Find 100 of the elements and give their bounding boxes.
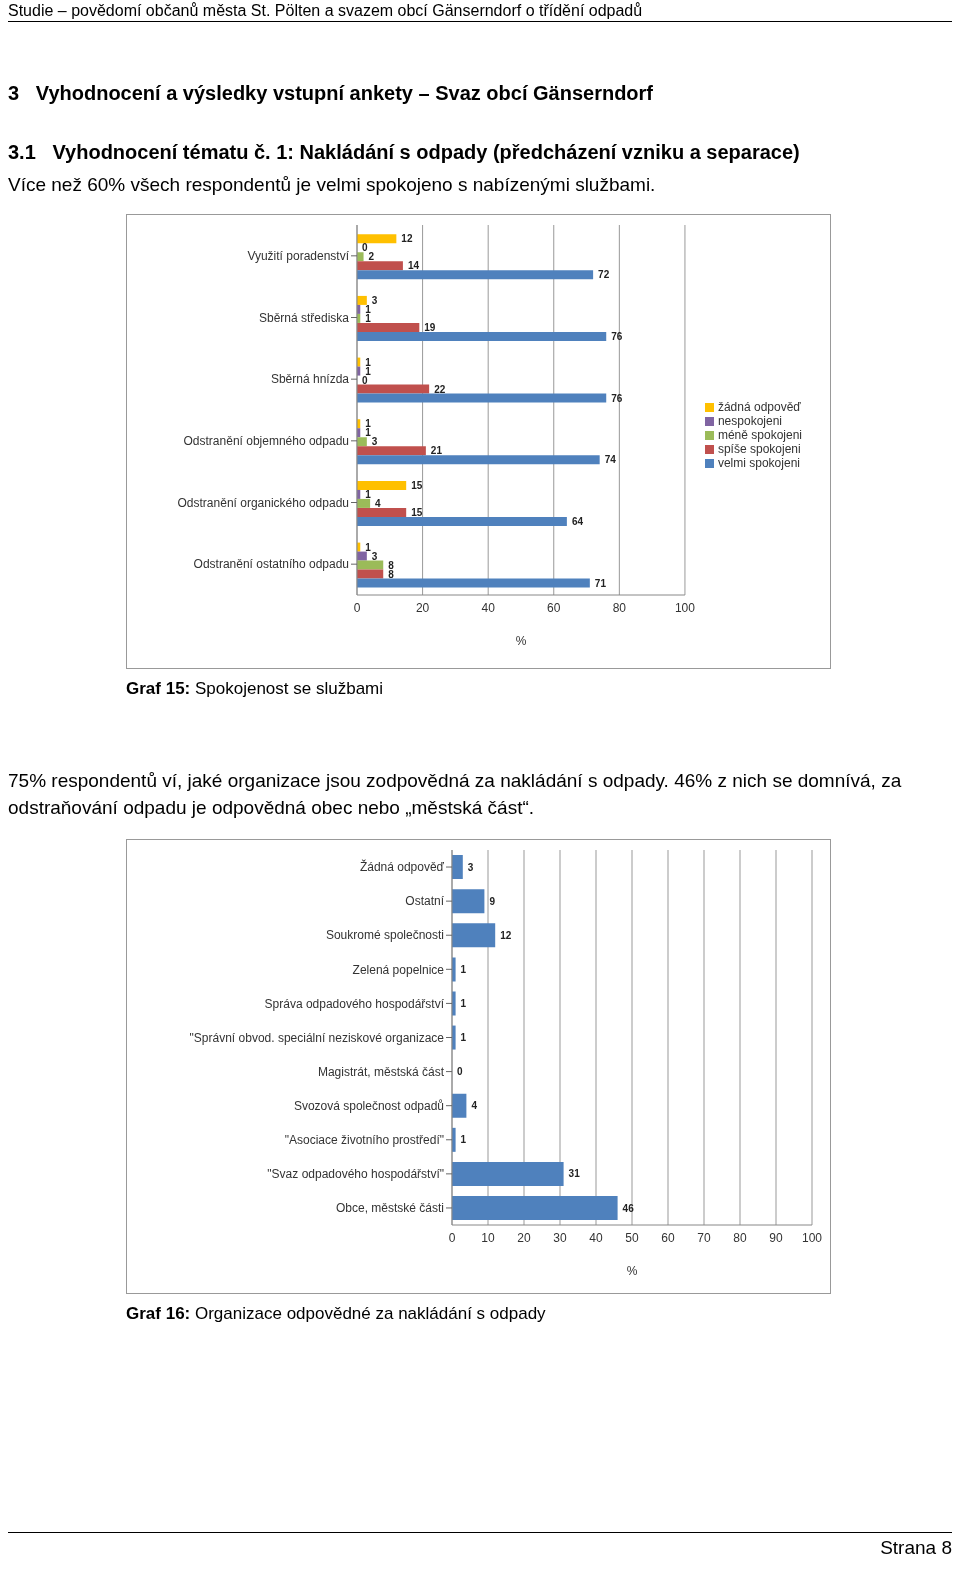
x-tick-label: 40 [589,1230,603,1245]
data-label: 15 [411,479,423,491]
text: Studie – povědomí občanů města St. Pölten a svazem obcí Gänserndorf o třídění odpadů [8,2,952,22]
data-label: 4 [375,497,382,509]
data-label: 3 [371,436,378,448]
data-label: 12 [500,929,512,941]
y-tick-label: Magistrát, městská část [317,1064,445,1079]
bar [452,1161,564,1186]
legend-label: méně spokojeni [717,428,802,442]
data-label: 9 [489,895,496,907]
x-tick-label: 90 [769,1230,783,1245]
data-label: 1 [460,963,467,975]
bar [357,507,407,517]
legend-label: spíše spokojeni [717,442,801,456]
text: 3 Vyhodnocení a výsledky vstupní ankety – Svaz obcí Gänserndorf [8,82,655,105]
x-tick-label: 0 [353,600,361,615]
data-label: 64 [571,515,584,527]
bar [357,384,430,394]
y-tick-label: Sběrná hnízda [270,372,350,387]
y-tick-label: Sběrná střediska [258,310,350,325]
data-label: 31 [568,1168,581,1180]
data-label: 1 [460,1032,467,1044]
data-label: 19 [424,321,436,333]
data-label: 0 [457,1066,464,1078]
y-tick-label: "Svaz odpadového hospodářství" [267,1167,444,1182]
data-label: 76 [611,330,623,342]
bar [357,569,384,579]
x-tick-label: 40 [481,600,496,615]
bar [357,560,384,570]
bar [357,516,567,526]
data-label: 8 [388,568,395,580]
text: Strana 8 [880,1537,952,1558]
data-label: 3 [371,550,378,562]
x-tick-label: 10 [481,1230,495,1245]
x-tick-label: 30 [553,1230,567,1245]
text: 75% respondentů ví, jaké organizace jsou zodpovědná za nakládání s odpady. 46% z nich se domnívá, za odstraňování odpadu je odpovědná obec nebo „městská část“. [8,769,903,820]
data-label: 21 [430,445,443,457]
data-label: 46 [622,1202,635,1214]
data-label: 1 [365,418,372,430]
bar [357,455,600,465]
data-label: 14 [407,260,420,272]
data-label: 1 [365,303,372,315]
data-label: 1 [365,541,372,553]
x-tick-label: 50 [625,1230,639,1245]
x-tick-label: 100 [801,1230,823,1245]
data-label: 2 [368,251,375,263]
y-tick-label: Odstranění objemného odpadu [183,434,349,449]
bar [357,295,367,305]
x-axis-title: % [515,634,527,648]
bar [357,480,407,490]
y-tick-label: Ostatní [405,894,445,909]
data-label: 3 [467,861,474,873]
x-tick-label: 80 [733,1230,747,1245]
bar [452,855,463,880]
x-tick-label: 20 [415,600,430,615]
text: Graf 15: Spokojenost se službami [126,679,385,699]
data-label: 3 [371,294,378,306]
bar [357,261,403,271]
data-label: 4 [471,1100,478,1112]
y-tick-label: "Správní obvod. speciální neziskové organizace [189,1030,445,1045]
x-tick-label: 60 [661,1230,675,1245]
y-tick-label: Žádná odpověď [359,859,445,875]
y-tick-label: Odstranění ostatního odpadu [193,557,349,572]
x-tick-label: 0 [448,1230,456,1245]
data-label: 12 [401,233,413,245]
text: Graf 16: Organizace odpovědné za nakládání s odpady [126,1304,547,1324]
y-tick-label: Svozová společnost odpadů [293,1098,444,1113]
y-tick-label: Obce, městské části [335,1201,444,1216]
data-label: 8 [388,559,395,571]
bar [452,923,496,948]
x-tick-label: 60 [547,600,561,615]
bar [357,498,371,508]
data-label: 0 [362,242,369,254]
bar [357,551,367,561]
x-tick-label: 70 [697,1230,711,1245]
x-axis-title: % [626,1264,638,1278]
bar [452,1196,618,1221]
data-label: 71 [594,577,607,589]
text: 3.1 Vyhodnocení tématu č. 1: Nakládání s odpady (předcházení vzniku a separace) [8,141,801,164]
legend-label: nespokojeni [717,414,782,428]
bar [452,889,485,914]
x-tick-label: 80 [612,600,627,615]
data-label: 22 [434,383,446,395]
y-tick-label: "Asociace životního prostředí" [284,1133,444,1148]
y-tick-label: Zelená popelnice [352,962,445,977]
y-tick-label: Využití poradenství [247,249,350,264]
text: Více než 60% všech respondentů je velmi spokojeno s nabízenými službami. [8,174,657,196]
y-tick-label: Správa odpadového hospodářství [264,996,445,1011]
bar [357,578,590,588]
bar [357,234,397,244]
data-label: 72 [598,269,610,281]
legend-label: velmi spokojeni [717,456,800,470]
data-label: 74 [604,454,617,466]
y-tick-label: Odstranění organického odpadu [177,495,349,510]
data-label: 15 [411,506,423,518]
bar [357,437,367,447]
data-label: 1 [365,312,372,324]
legend-label: žádná odpověď [717,400,801,414]
x-tick-label: 20 [517,1230,531,1245]
bar [357,252,364,262]
